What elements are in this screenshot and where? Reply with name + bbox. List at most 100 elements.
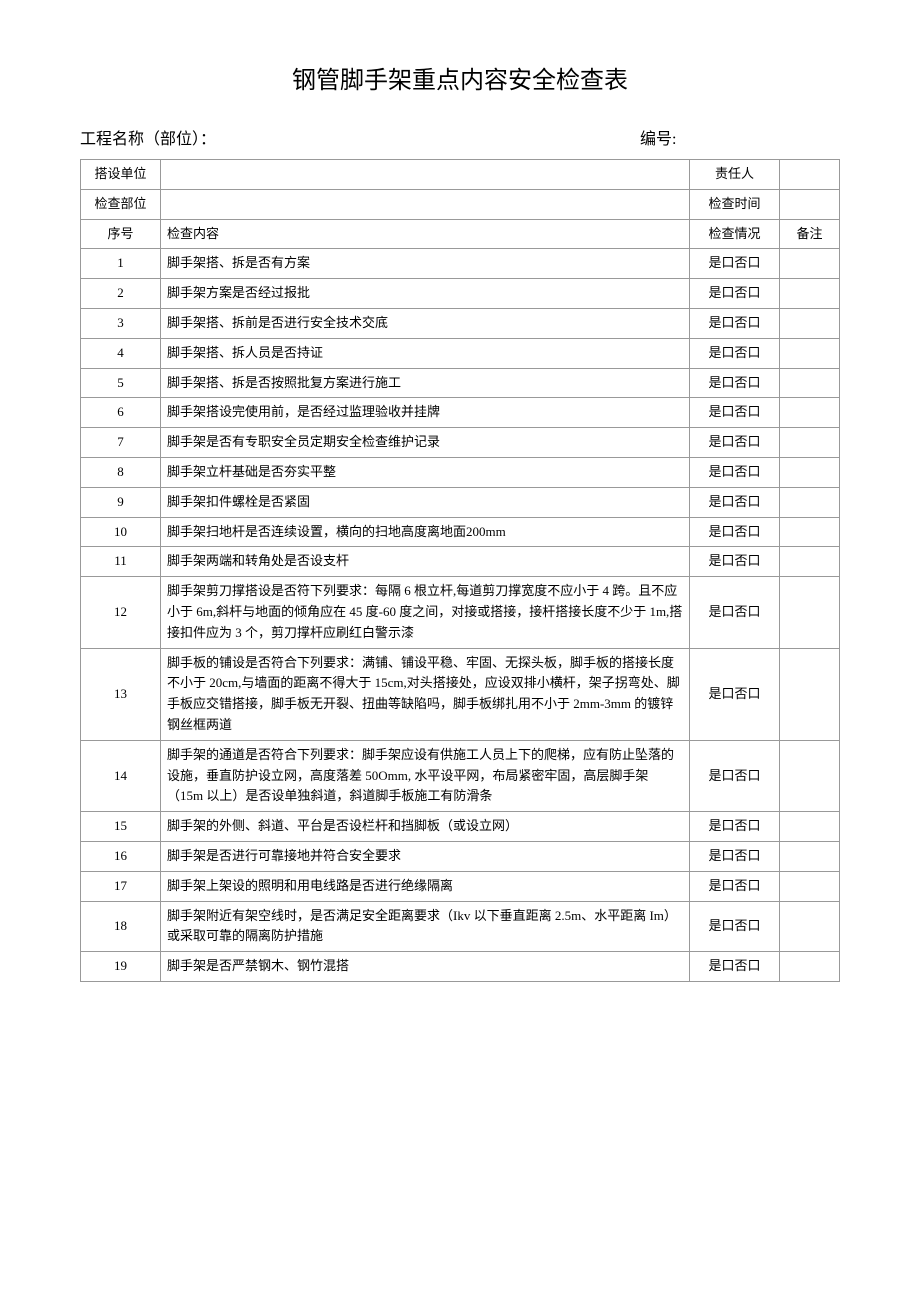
col-remark-header: 备注 xyxy=(780,219,840,249)
row-content: 脚手架附近有架空线时，是否满足安全距离要求（Ikv 以下垂直距离 2.5m、水平… xyxy=(161,901,690,952)
row-status: 是口否口 xyxy=(690,487,780,517)
row-status: 是口否口 xyxy=(690,368,780,398)
row-content: 脚手板的铺设是否符合下列要求：满铺、铺设平稳、牢固、无探头板，脚手板的搭接长度不… xyxy=(161,648,690,740)
row-content: 脚手架扣件螺栓是否紧固 xyxy=(161,487,690,517)
row-content: 脚手架上架设的照明和用电线路是否进行绝缘隔离 xyxy=(161,871,690,901)
document-title: 钢管脚手架重点内容安全检查表 xyxy=(80,60,840,95)
time-value xyxy=(780,189,840,219)
row-seq: 6 xyxy=(81,398,161,428)
row-remark xyxy=(780,871,840,901)
row-content: 脚手架剪刀撑搭设是否符下列要求：每隔 6 根立杆,每道剪刀撑宽度不应小于 4 跨… xyxy=(161,577,690,648)
row-status: 是口否口 xyxy=(690,871,780,901)
row-remark xyxy=(780,338,840,368)
row-remark xyxy=(780,308,840,338)
row-status: 是口否口 xyxy=(690,428,780,458)
row-remark xyxy=(780,952,840,982)
table-row: 3脚手架搭、拆前是否进行安全技术交底是口否口 xyxy=(81,308,840,338)
row-remark xyxy=(780,841,840,871)
row-seq: 14 xyxy=(81,740,161,811)
row-remark xyxy=(780,648,840,740)
row-status: 是口否口 xyxy=(690,338,780,368)
row-remark xyxy=(780,368,840,398)
row-seq: 1 xyxy=(81,249,161,279)
row-remark xyxy=(780,517,840,547)
responsible-value xyxy=(780,160,840,190)
col-content-header: 检查内容 xyxy=(161,219,690,249)
row-remark xyxy=(780,249,840,279)
row-status: 是口否口 xyxy=(690,308,780,338)
table-row: 12脚手架剪刀撑搭设是否符下列要求：每隔 6 根立杆,每道剪刀撑宽度不应小于 4… xyxy=(81,577,840,648)
row-remark xyxy=(780,740,840,811)
row-content: 脚手架搭、拆是否按照批复方案进行施工 xyxy=(161,368,690,398)
row-seq: 5 xyxy=(81,368,161,398)
row-status: 是口否口 xyxy=(690,279,780,309)
table-row: 8脚手架立杆基础是否夯实平整是口否口 xyxy=(81,457,840,487)
row-content: 脚手架方案是否经过报批 xyxy=(161,279,690,309)
row-status: 是口否口 xyxy=(690,457,780,487)
row-seq: 4 xyxy=(81,338,161,368)
row-status: 是口否口 xyxy=(690,740,780,811)
row-seq: 9 xyxy=(81,487,161,517)
table-row: 15脚手架的外侧、斜道、平台是否设栏杆和挡脚板（或设立网）是口否口 xyxy=(81,812,840,842)
row-seq: 3 xyxy=(81,308,161,338)
row-remark xyxy=(780,547,840,577)
col-seq-header: 序号 xyxy=(81,219,161,249)
responsible-label: 责任人 xyxy=(690,160,780,190)
inspection-table: 搭设单位 责任人 检查部位 检查时间 序号 检查内容 检查情况 备注 1脚手架搭… xyxy=(80,159,840,982)
table-row: 18脚手架附近有架空线时，是否满足安全距离要求（Ikv 以下垂直距离 2.5m、… xyxy=(81,901,840,952)
row-status: 是口否口 xyxy=(690,577,780,648)
table-row: 13脚手板的铺设是否符合下列要求：满铺、铺设平稳、牢固、无探头板，脚手板的搭接长… xyxy=(81,648,840,740)
row-status: 是口否口 xyxy=(690,249,780,279)
row-content: 脚手架是否严禁钢木、钢竹混搭 xyxy=(161,952,690,982)
table-row: 14脚手架的通道是否符合下列要求：脚手架应设有供施工人员上下的爬梯，应有防止坠落… xyxy=(81,740,840,811)
row-seq: 8 xyxy=(81,457,161,487)
table-row: 7脚手架是否有专职安全员定期安全检查维护记录是口否口 xyxy=(81,428,840,458)
table-row: 16脚手架是否进行可靠接地并符合安全要求是口否口 xyxy=(81,841,840,871)
table-row: 19脚手架是否严禁钢木、钢竹混搭是口否口 xyxy=(81,952,840,982)
col-status-header: 检查情况 xyxy=(690,219,780,249)
row-remark xyxy=(780,487,840,517)
table-row: 9脚手架扣件螺栓是否紧固是口否口 xyxy=(81,487,840,517)
unit-label: 搭设单位 xyxy=(81,160,161,190)
row-seq: 17 xyxy=(81,871,161,901)
row-remark xyxy=(780,457,840,487)
table-row: 11脚手架两端和转角处是否设支杆是口否口 xyxy=(81,547,840,577)
time-label: 检查时间 xyxy=(690,189,780,219)
unit-value xyxy=(161,160,690,190)
project-name-label: 工程名称（部位）： xyxy=(80,125,640,149)
row-seq: 19 xyxy=(81,952,161,982)
row-content: 脚手架搭、拆前是否进行安全技术交底 xyxy=(161,308,690,338)
row-content: 脚手架立杆基础是否夯实平整 xyxy=(161,457,690,487)
row-seq: 13 xyxy=(81,648,161,740)
row-remark xyxy=(780,577,840,648)
row-seq: 10 xyxy=(81,517,161,547)
row-content: 脚手架扫地杆是否连续设置，横向的扫地高度离地面200mm xyxy=(161,517,690,547)
row-seq: 16 xyxy=(81,841,161,871)
row-remark xyxy=(780,428,840,458)
table-row: 6脚手架搭设完使用前，是否经过监理验收并挂牌是口否口 xyxy=(81,398,840,428)
header-info: 工程名称（部位）： 编号: xyxy=(80,125,840,149)
serial-number-label: 编号: xyxy=(640,125,840,149)
row-seq: 12 xyxy=(81,577,161,648)
part-label: 检查部位 xyxy=(81,189,161,219)
table-row: 1脚手架搭、拆是否有方案是口否口 xyxy=(81,249,840,279)
row-content: 脚手架搭、拆人员是否持证 xyxy=(161,338,690,368)
header-row: 序号 检查内容 检查情况 备注 xyxy=(81,219,840,249)
row-status: 是口否口 xyxy=(690,952,780,982)
row-status: 是口否口 xyxy=(690,901,780,952)
row-content: 脚手架的外侧、斜道、平台是否设栏杆和挡脚板（或设立网） xyxy=(161,812,690,842)
table-row: 4脚手架搭、拆人员是否持证是口否口 xyxy=(81,338,840,368)
row-content: 脚手架是否有专职安全员定期安全检查维护记录 xyxy=(161,428,690,458)
row-seq: 18 xyxy=(81,901,161,952)
meta-row-2: 检查部位 检查时间 xyxy=(81,189,840,219)
row-remark xyxy=(780,279,840,309)
row-content: 脚手架搭设完使用前，是否经过监理验收并挂牌 xyxy=(161,398,690,428)
row-content: 脚手架是否进行可靠接地并符合安全要求 xyxy=(161,841,690,871)
table-row: 5脚手架搭、拆是否按照批复方案进行施工是口否口 xyxy=(81,368,840,398)
table-row: 10脚手架扫地杆是否连续设置，横向的扫地高度离地面200mm是口否口 xyxy=(81,517,840,547)
row-remark xyxy=(780,398,840,428)
row-remark xyxy=(780,812,840,842)
row-seq: 2 xyxy=(81,279,161,309)
row-status: 是口否口 xyxy=(690,648,780,740)
row-content: 脚手架两端和转角处是否设支杆 xyxy=(161,547,690,577)
